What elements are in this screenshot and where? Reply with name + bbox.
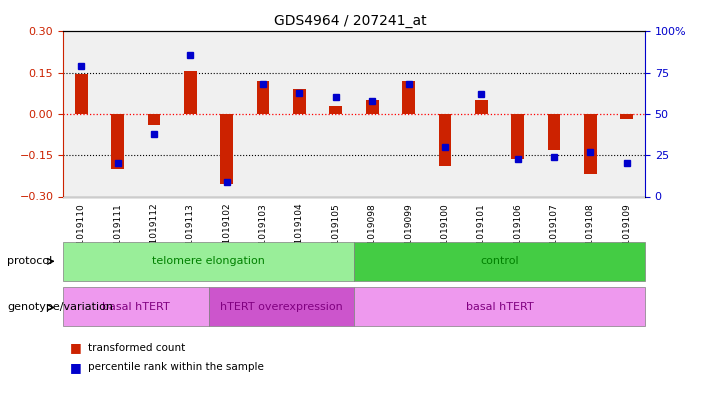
Text: ■: ■ (70, 361, 82, 374)
Bar (366, 100, 379, 114)
Bar (111, 114, 124, 169)
Text: percentile rank within the sample: percentile rank within the sample (88, 362, 264, 373)
Bar (329, 106, 342, 114)
Bar (75, 74, 88, 114)
Bar (475, 100, 488, 114)
Text: telomere elongation: telomere elongation (152, 256, 265, 266)
Bar (293, 89, 306, 114)
Text: basal hTERT: basal hTERT (465, 301, 533, 312)
Bar (511, 114, 524, 160)
Bar (402, 81, 415, 114)
Bar (620, 114, 633, 119)
Text: ■: ■ (70, 341, 82, 354)
Text: basal hTERT: basal hTERT (102, 301, 170, 312)
Text: hTERT overexpression: hTERT overexpression (220, 301, 343, 312)
Text: control: control (480, 256, 519, 266)
Text: transformed count: transformed count (88, 343, 185, 353)
Bar (547, 114, 560, 150)
Bar (184, 71, 197, 114)
Text: genotype/variation: genotype/variation (7, 301, 113, 312)
Bar (148, 114, 161, 125)
Text: protocol: protocol (7, 256, 53, 266)
Bar (257, 81, 269, 114)
Text: GDS4964 / 207241_at: GDS4964 / 207241_at (274, 14, 427, 28)
Bar (439, 114, 451, 166)
Bar (584, 114, 597, 174)
Bar (220, 114, 233, 184)
